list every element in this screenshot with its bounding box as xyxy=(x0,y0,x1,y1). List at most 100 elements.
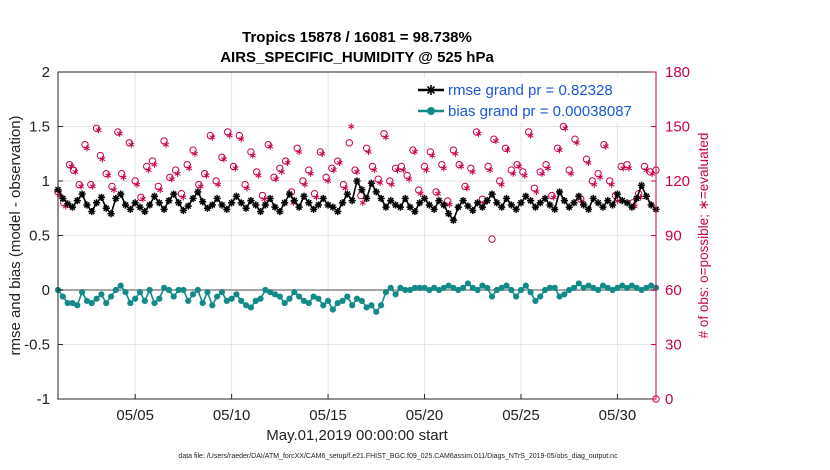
rmse-point xyxy=(155,199,163,207)
obs-possible-point xyxy=(565,166,573,174)
bias-point xyxy=(604,284,611,291)
bias-point xyxy=(426,286,433,294)
bias-point xyxy=(402,286,409,294)
rmse-point xyxy=(531,203,540,211)
asterisk-stroke xyxy=(458,164,465,169)
bias-point xyxy=(296,293,303,300)
rmse-marker-stroke xyxy=(551,206,558,213)
rmse-marker-stroke xyxy=(623,199,631,206)
asterisk-stroke xyxy=(261,197,268,202)
obs-evaluated-point xyxy=(220,156,227,163)
rmse-point xyxy=(372,188,380,196)
bias-point xyxy=(599,282,607,289)
rmse-marker-stroke xyxy=(305,199,312,206)
bias-point xyxy=(59,293,66,300)
asterisk-stroke xyxy=(83,146,90,151)
rmse-marker-stroke xyxy=(252,201,259,209)
asterisk-stroke xyxy=(116,131,123,136)
asterisk-stroke xyxy=(434,191,442,196)
bias-point xyxy=(537,293,544,300)
asterisk-stroke xyxy=(649,171,656,176)
rmse-point xyxy=(358,186,366,194)
rmse-point xyxy=(628,203,636,211)
asterisk-stroke xyxy=(180,195,187,200)
bias-point xyxy=(580,284,587,291)
obs-evaluated-point xyxy=(446,201,453,208)
asterisk-stroke xyxy=(336,160,343,165)
obs-evaluated-point xyxy=(128,141,135,148)
asterisk-stroke xyxy=(440,166,447,171)
obs-possible-point xyxy=(606,177,614,185)
rmse-point xyxy=(396,203,405,211)
rmse-marker-stroke xyxy=(604,197,611,204)
rmse-point xyxy=(618,197,626,205)
bias-point xyxy=(445,282,452,289)
bias-point xyxy=(252,297,259,304)
asterisk-stroke xyxy=(359,200,366,205)
rmse-marker-stroke xyxy=(469,207,476,214)
rmse-point xyxy=(184,202,192,210)
rmse-point xyxy=(430,205,438,213)
obs-evaluated-point xyxy=(95,126,102,134)
obs-evaluated-point xyxy=(209,134,216,141)
bias-point xyxy=(88,299,95,307)
x-tick-label: 05/10 xyxy=(213,407,251,424)
rmse-point xyxy=(637,181,646,189)
obs-evaluated-point xyxy=(145,166,152,174)
obs-possible-point xyxy=(117,170,126,178)
obs-possible-point xyxy=(252,168,261,176)
obs-evaluated-point xyxy=(139,195,146,203)
bias-point xyxy=(368,302,375,309)
obs-evaluated-point xyxy=(348,123,355,130)
rmse-marker-stroke xyxy=(382,204,390,211)
rmse-point xyxy=(88,207,96,216)
bias-point xyxy=(609,286,616,294)
obs-possible-point xyxy=(582,155,591,163)
rmse-point xyxy=(353,177,361,185)
bias-point xyxy=(291,289,298,296)
asterisk-stroke xyxy=(220,157,227,162)
obs-evaluated-point xyxy=(649,170,656,177)
rmse-point xyxy=(83,201,91,209)
asterisk-stroke xyxy=(417,191,424,196)
asterisk-stroke xyxy=(597,175,604,180)
bias-point xyxy=(397,284,404,291)
rmse-point xyxy=(160,205,168,213)
rmse-point xyxy=(541,194,549,203)
asterisk-stroke xyxy=(527,133,534,138)
bias-point xyxy=(643,284,650,291)
bias-point xyxy=(141,297,148,304)
asterisk-stroke xyxy=(591,182,598,187)
rmse-point xyxy=(565,203,573,211)
rmse-point xyxy=(440,201,448,209)
rmse-point xyxy=(382,203,390,211)
obs-evaluated-point xyxy=(643,166,650,174)
asterisk-stroke xyxy=(255,173,262,178)
rmse-marker-stroke xyxy=(344,191,351,198)
bias-point xyxy=(329,306,336,313)
bias-point xyxy=(122,289,129,296)
bias-point xyxy=(79,289,86,296)
bias-point xyxy=(358,297,365,304)
obs-possible-point xyxy=(322,173,330,182)
bias-point xyxy=(469,284,476,291)
asterisk-stroke xyxy=(128,142,135,147)
rmse-point xyxy=(73,197,81,205)
obs-possible-point xyxy=(339,180,348,189)
asterisk-stroke xyxy=(620,166,627,171)
obs-evaluated-point xyxy=(284,159,291,167)
bias-point xyxy=(175,286,182,294)
right-tick-label: 90 xyxy=(665,228,682,245)
asterisk-stroke xyxy=(516,164,523,169)
rmse-point xyxy=(367,179,376,187)
rmse-point xyxy=(454,203,462,211)
obs-possible-point xyxy=(305,166,313,174)
x-tick-label: 05/20 xyxy=(406,407,444,424)
bias-point xyxy=(305,299,312,307)
obs-possible-point xyxy=(362,144,371,153)
obs-evaluated-point xyxy=(72,168,79,176)
right-tick-label: 60 xyxy=(665,282,682,299)
bias-point xyxy=(281,299,288,307)
bias-point xyxy=(107,293,115,300)
rmse-point xyxy=(136,203,144,211)
